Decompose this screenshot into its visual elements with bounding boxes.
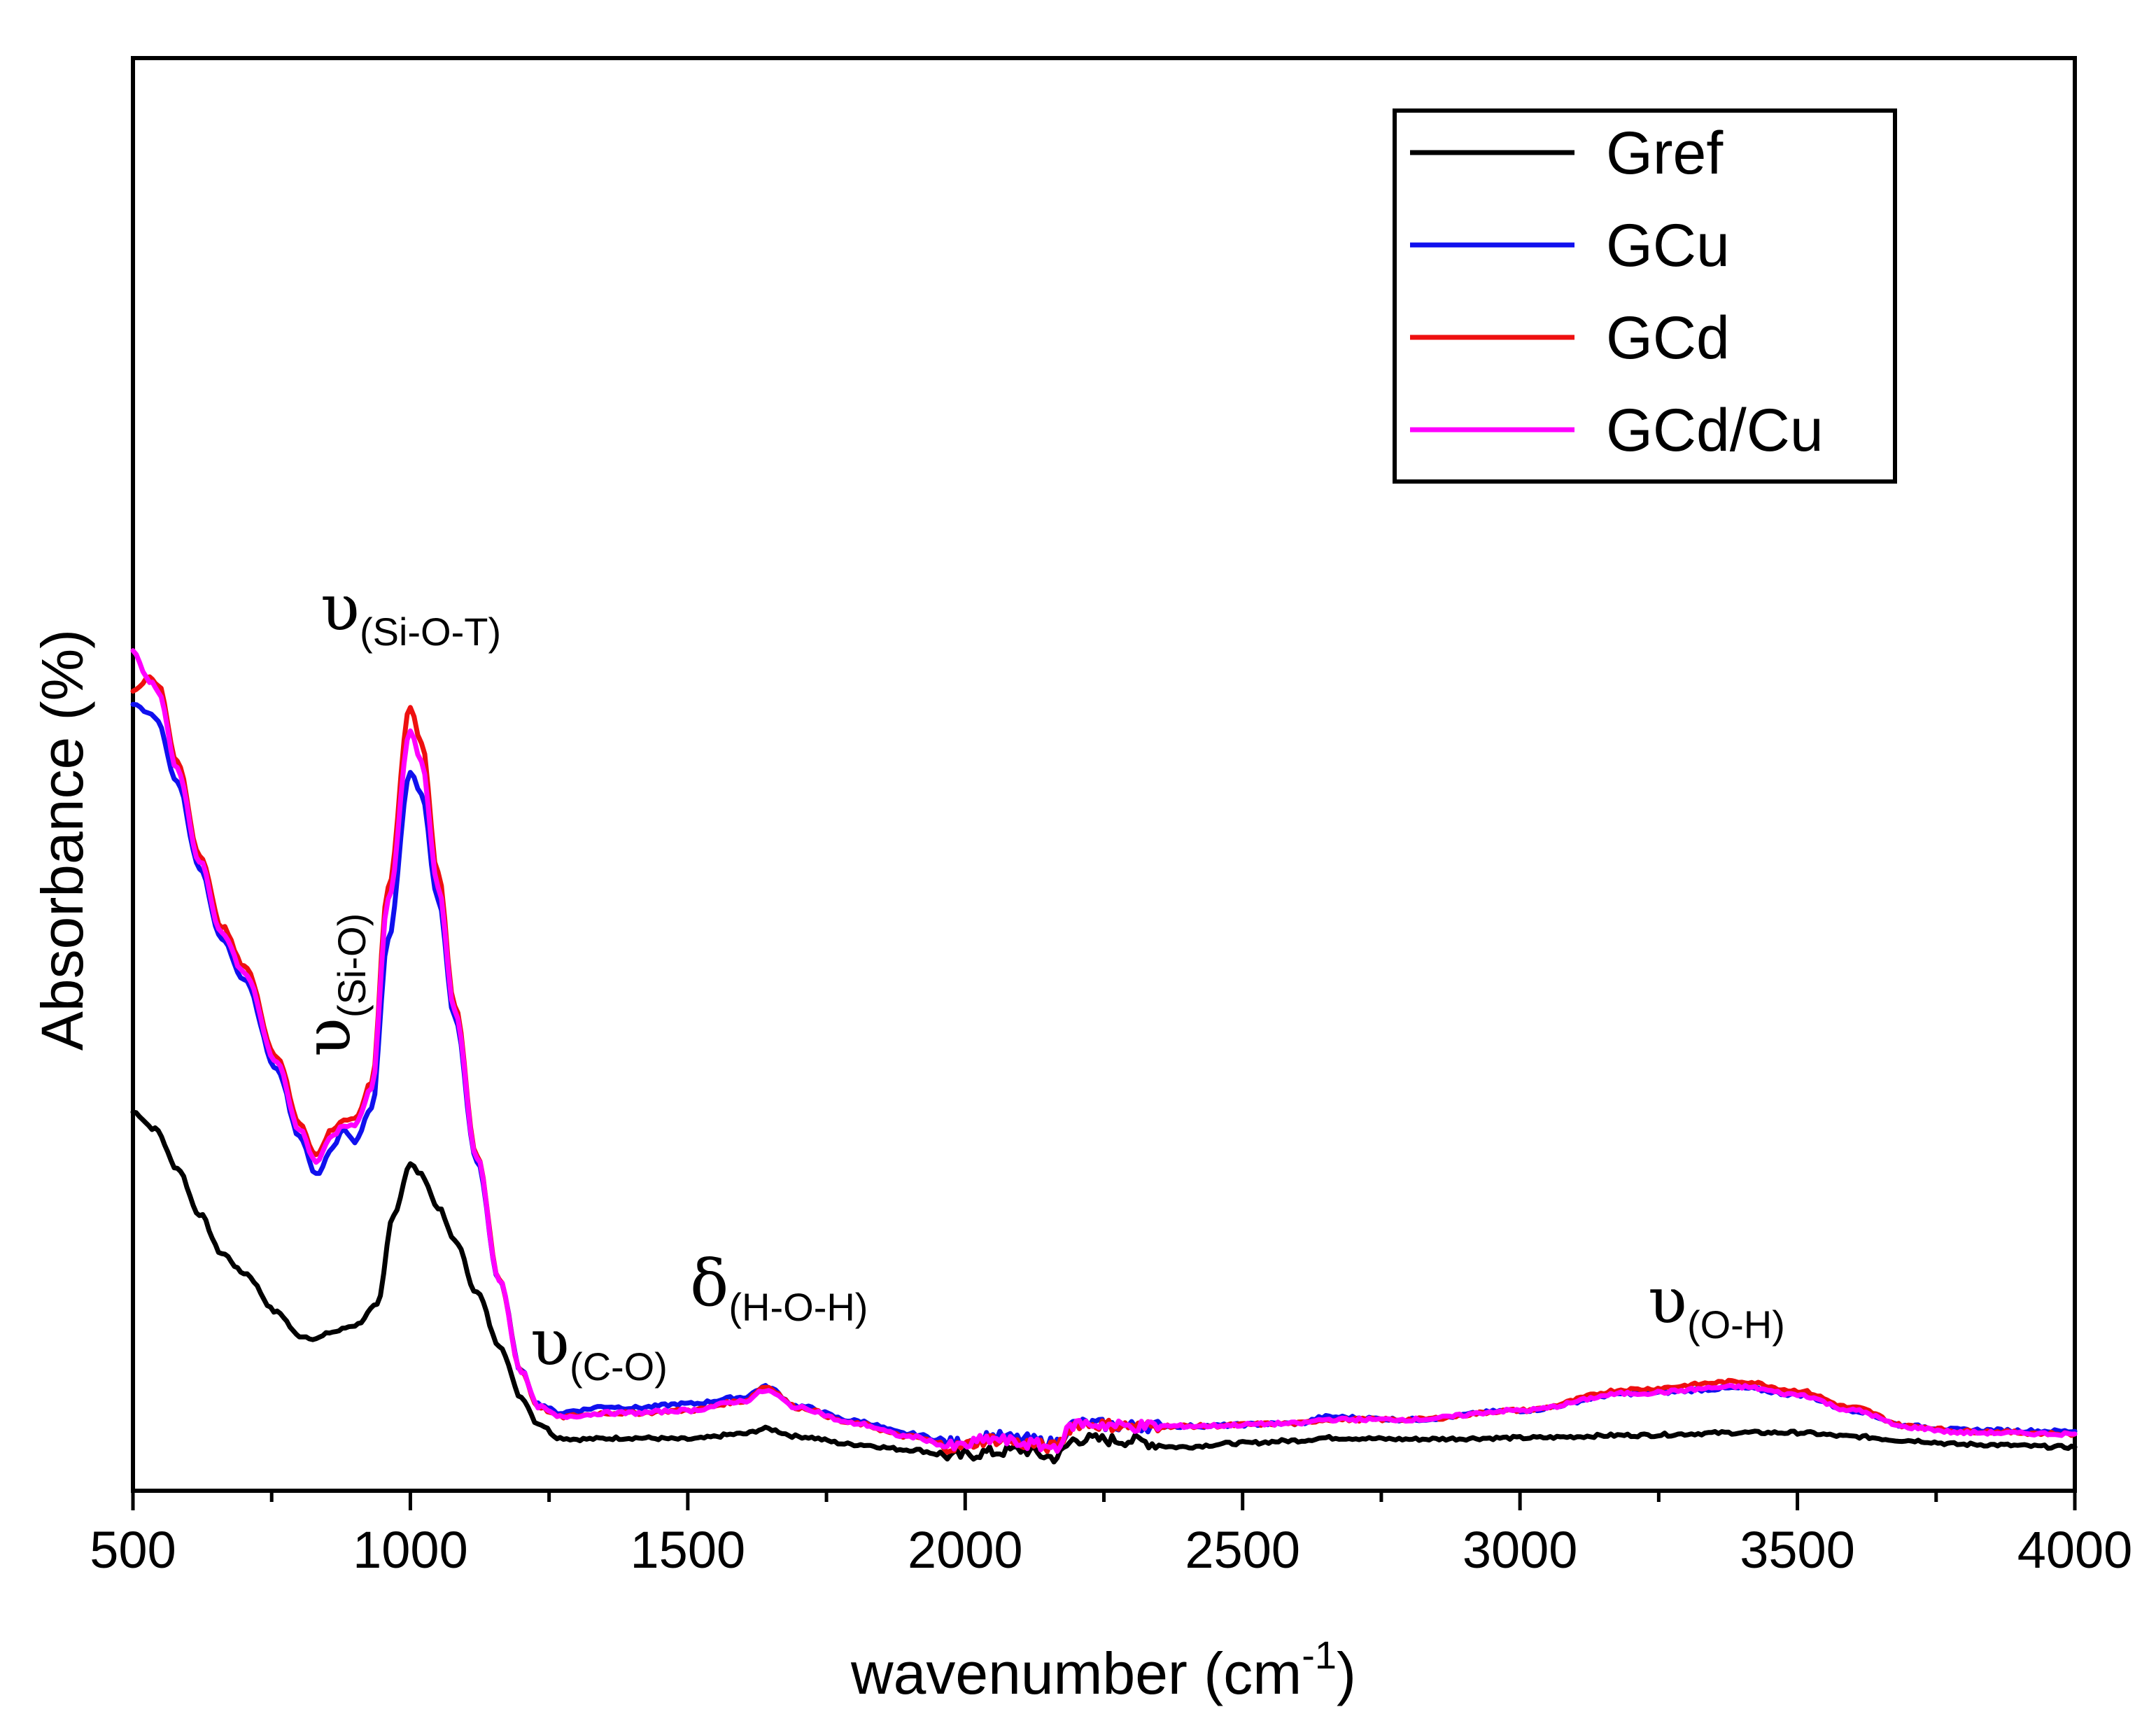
x-tick-label: 1500 [630,1521,746,1579]
legend-label: GCd/Cu [1606,397,1824,464]
x-tick-label: 3000 [1463,1521,1578,1579]
x-tick-label: 3500 [1740,1521,1855,1579]
x-tick-label: 2000 [908,1521,1023,1579]
x-tick-label: 2500 [1185,1521,1300,1579]
series-line-gref [130,1109,2078,1465]
x-tick-label: 500 [90,1521,176,1579]
x-tick-label: 1000 [353,1521,468,1579]
legend-label: GCu [1606,212,1730,279]
peak-annotations: υ(Si-O-T) υ(Si-O) υ(C-O) δ(H-O-H) υ(O-H) [290,570,1785,1389]
annotation-si-o: υ(Si-O) [290,913,374,1057]
x-tick-label: 4000 [2017,1521,2133,1579]
x-axis-ticks: 500 1000 1500 2000 2500 3000 3500 4000 [90,1491,2132,1579]
annotation-si-o-group: υ(Si-O) [290,913,374,1057]
series-line-gcd-cu [130,648,2078,1454]
legend-box [1393,108,1897,484]
annotation-si-o-t: υ(Si-O-T) [320,570,501,654]
legend-label: Gref [1606,120,1724,187]
annotation-o-h: υ(O-H) [1648,1263,1785,1347]
y-axis-label-group: Absorbance (%) [29,629,95,1051]
annotation-c-o: υ(C-O) [530,1305,668,1389]
annotation-h-o-h: δ(H-O-H) [690,1246,868,1329]
y-axis-label: Absorbance (%) [29,629,95,1051]
x-axis-label: wavenumber (cm-1) [850,1633,1356,1706]
legend-label: GCd [1606,304,1730,372]
legend: Gref GCu GCd GCd/Cu [1393,108,1897,484]
series-group [130,648,2078,1465]
